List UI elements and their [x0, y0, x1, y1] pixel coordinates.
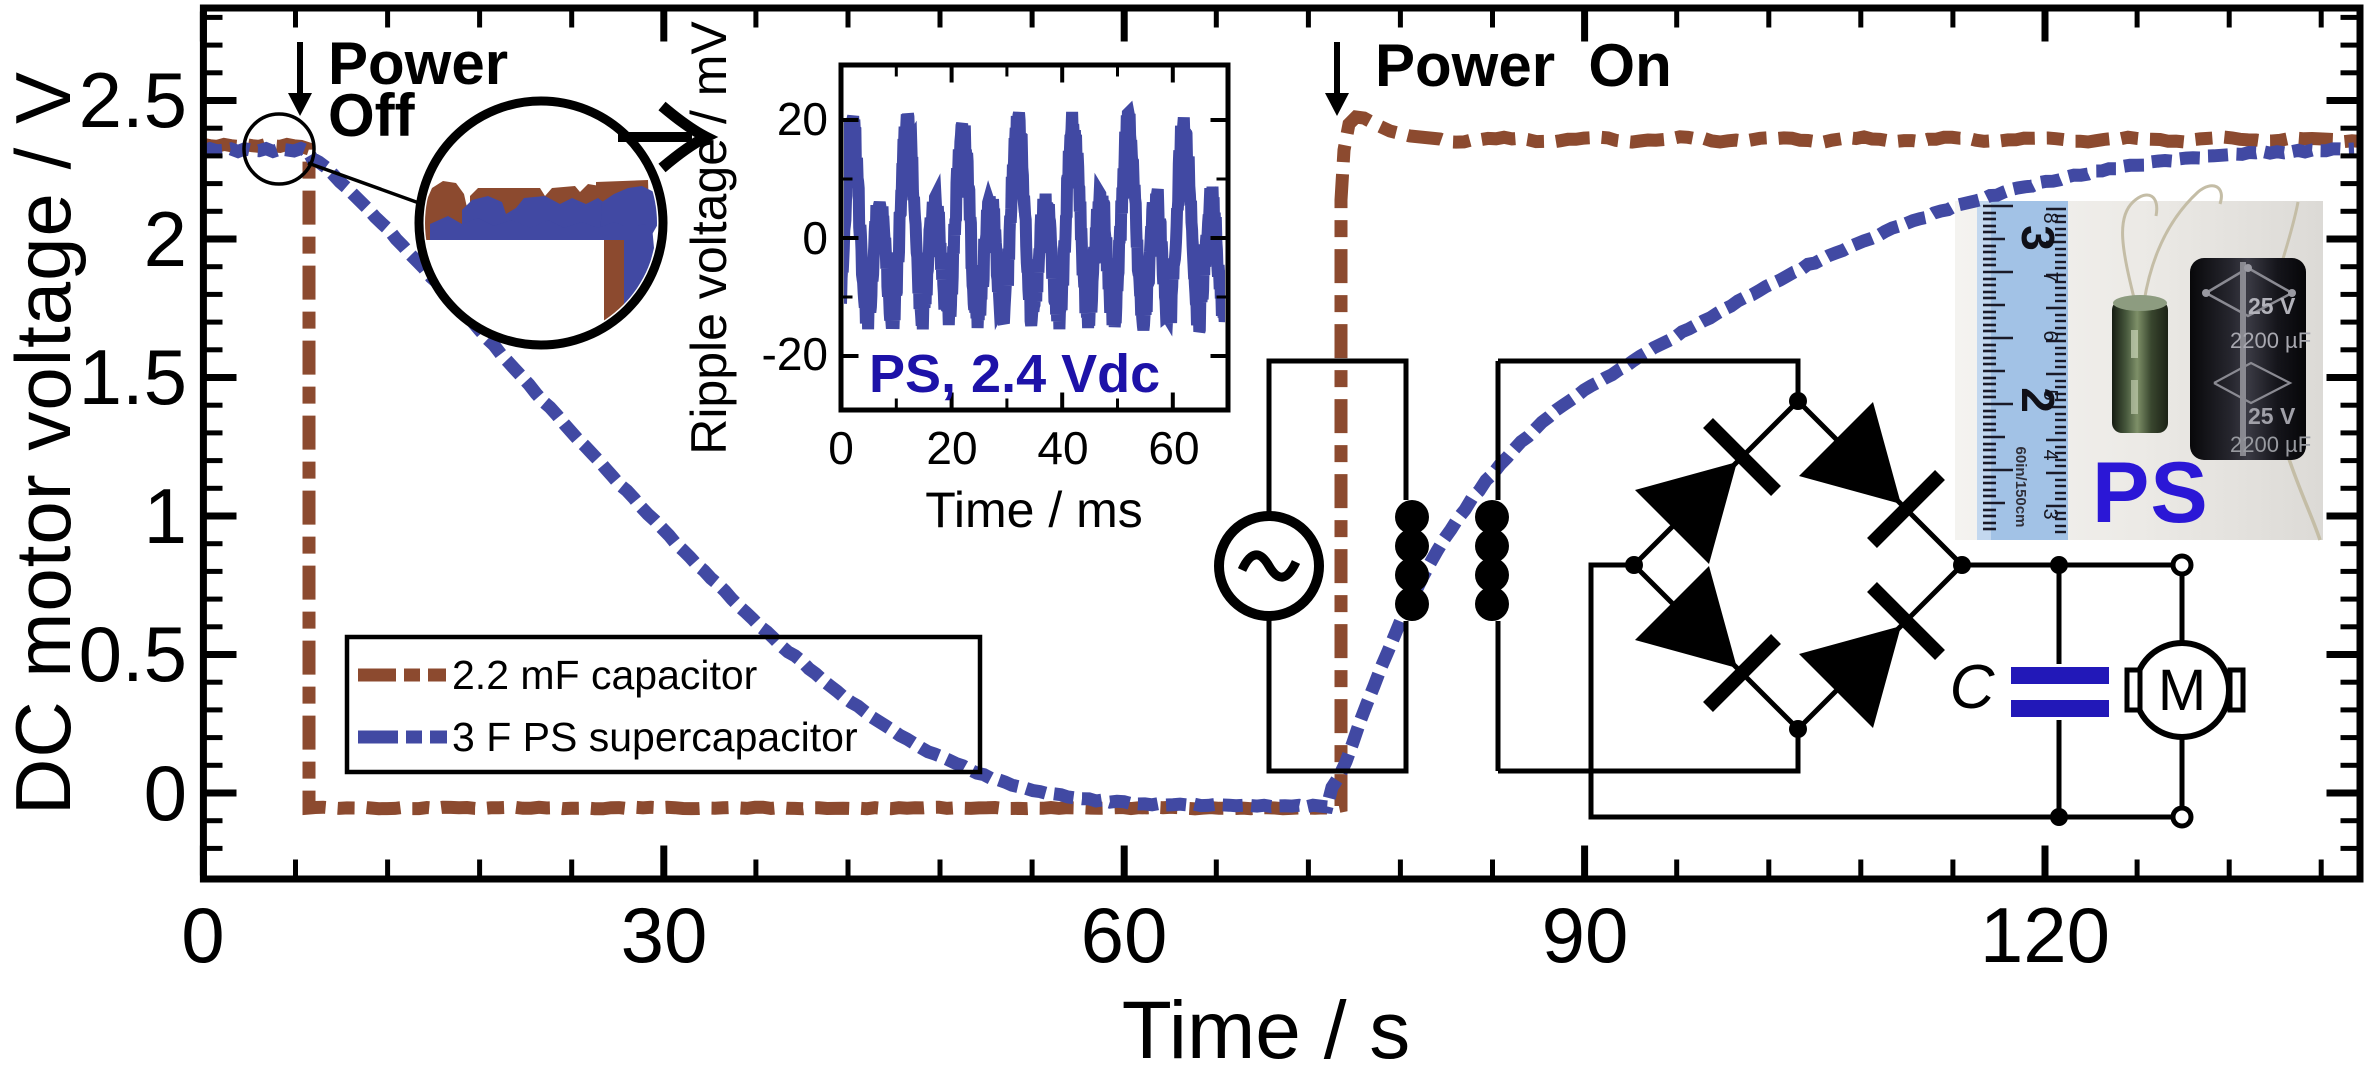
svg-text:2200 µF: 2200 µF	[2230, 328, 2311, 353]
svg-text:25 V: 25 V	[2248, 403, 2296, 429]
svg-text:2: 2	[2012, 387, 2064, 413]
svg-text:DC motor voltage / V: DC motor voltage / V	[0, 71, 87, 815]
svg-text:7: 7	[2039, 271, 2061, 282]
svg-text:20: 20	[926, 422, 977, 474]
svg-text:5: 5	[2039, 389, 2061, 400]
svg-text:PS: PS	[2092, 445, 2209, 541]
svg-text:Time / ms: Time / ms	[925, 482, 1143, 538]
svg-text:60: 60	[1081, 891, 1168, 979]
svg-text:2.2 mF capacitor: 2.2 mF capacitor	[452, 652, 757, 698]
svg-text:60in/150cm: 60in/150cm	[2012, 447, 2029, 528]
svg-text:Power On: Power On	[1375, 32, 1672, 99]
svg-text:0: 0	[181, 891, 224, 979]
svg-text:1.5: 1.5	[79, 333, 187, 421]
svg-text:90: 90	[1542, 891, 1629, 979]
svg-text:25 V: 25 V	[2248, 293, 2296, 319]
svg-text:PS, 2.4 Vdc: PS, 2.4 Vdc	[869, 344, 1160, 404]
svg-text:0: 0	[802, 212, 828, 264]
svg-text:-20: -20	[762, 328, 828, 380]
svg-text:0: 0	[828, 422, 854, 474]
svg-text:4: 4	[2039, 449, 2061, 460]
svg-text:6: 6	[2039, 330, 2061, 341]
svg-text:0.5: 0.5	[79, 610, 187, 698]
svg-text:3: 3	[2012, 225, 2064, 251]
svg-text:1: 1	[144, 472, 187, 560]
svg-text:20: 20	[777, 93, 828, 145]
svg-text:2.5: 2.5	[79, 56, 187, 144]
svg-text:0: 0	[144, 749, 187, 837]
svg-text:Ripple voltage / mV: Ripple voltage / mV	[681, 21, 737, 455]
svg-text:120: 120	[1980, 891, 2110, 979]
svg-text:40: 40	[1037, 422, 1088, 474]
svg-text:2200 µF: 2200 µF	[2230, 432, 2311, 457]
svg-text:2: 2	[144, 195, 187, 283]
svg-text:Off: Off	[328, 82, 416, 149]
svg-text:Time / s: Time / s	[1122, 985, 1411, 1066]
svg-text:30: 30	[621, 891, 708, 979]
svg-text:C: C	[1950, 653, 1996, 722]
svg-text:M: M	[2158, 658, 2206, 723]
svg-text:60: 60	[1148, 422, 1199, 474]
svg-text:3: 3	[2039, 508, 2061, 519]
svg-text:3 F PS supercapacitor: 3 F PS supercapacitor	[452, 714, 858, 760]
svg-text:Power: Power	[328, 30, 508, 97]
svg-text:8: 8	[2039, 212, 2061, 223]
